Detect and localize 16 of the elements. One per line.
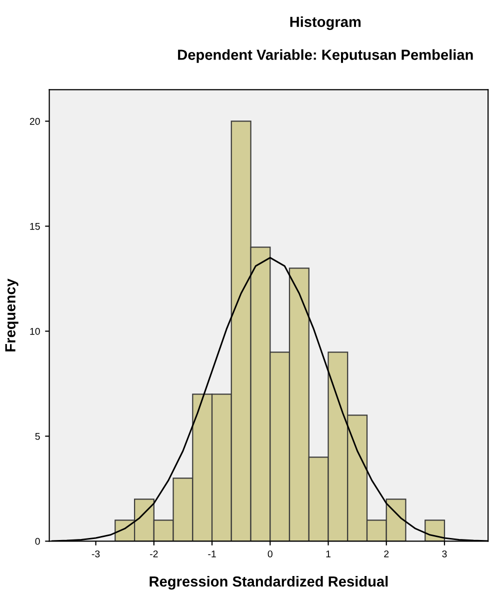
y-tick-label: 20 xyxy=(30,118,40,125)
x-tick-label: -3 xyxy=(92,550,100,558)
x-tick-label: 2 xyxy=(384,550,389,558)
y-tick-label: 0 xyxy=(35,538,40,545)
x-tick-label: -2 xyxy=(150,550,158,558)
x-axis-title: Regression Standardized Residual xyxy=(150,576,388,590)
y-tick-label: 10 xyxy=(30,328,40,335)
y-axis-title: Frequency xyxy=(5,278,18,352)
y-tick-label: 5 xyxy=(35,433,40,440)
chart-subtitle: Dependent Variable: Keputusan Pembelian xyxy=(178,49,473,63)
x-tick-label: -1 xyxy=(208,550,216,558)
chart-title: Histogram xyxy=(290,16,361,30)
x-tick-label: 0 xyxy=(268,550,272,558)
x-tick-label: 1 xyxy=(326,550,330,558)
x-tick-label: 3 xyxy=(442,550,447,558)
y-tick-label: 15 xyxy=(30,223,40,230)
